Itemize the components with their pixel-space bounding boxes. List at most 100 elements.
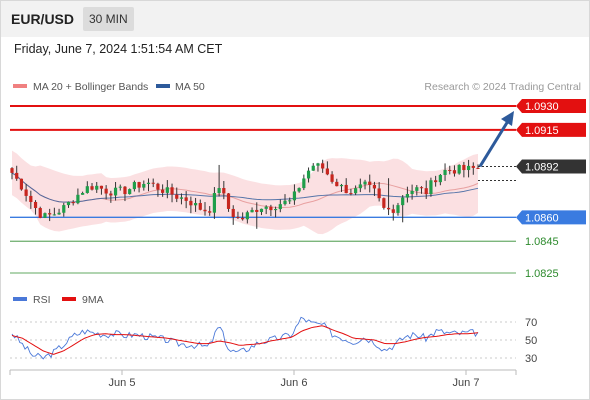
candle-body <box>161 189 165 193</box>
candle-body <box>222 188 226 194</box>
candle <box>283 194 287 206</box>
candle-body <box>113 187 118 196</box>
candle <box>193 197 198 212</box>
time-axis: Jun 5 Jun 6 Jun 7 <box>9 369 517 389</box>
candle <box>259 208 264 216</box>
candle <box>15 165 19 181</box>
candle-body <box>438 175 442 183</box>
candle-body <box>283 200 287 205</box>
candle <box>179 193 184 205</box>
candle-body <box>52 214 56 216</box>
bollinger-band-area <box>12 150 478 235</box>
candle <box>175 187 179 203</box>
chart-header: EUR/USD 30 MIN <box>1 1 589 37</box>
ma50-line <box>11 172 479 203</box>
candle <box>264 205 268 215</box>
candle <box>99 185 104 195</box>
candle-body <box>193 203 198 206</box>
candle-body <box>311 165 315 171</box>
candle <box>438 174 442 186</box>
candle <box>81 191 85 195</box>
candle-body <box>476 167 480 169</box>
candle <box>76 188 80 205</box>
level-tag-1.0930-bg <box>516 99 586 113</box>
price-tags: 1.0930 1.0915 1.0860 1.0845 1.0825 1.0892 <box>516 99 586 280</box>
candle-body <box>372 184 377 189</box>
candle <box>203 202 207 216</box>
candle-body <box>203 209 207 212</box>
candle <box>165 180 169 199</box>
candle <box>123 186 127 202</box>
candle-body <box>71 201 75 204</box>
candle <box>222 181 226 200</box>
current-price-tag-label: 1.0892 <box>525 161 559 173</box>
candle <box>419 186 424 194</box>
candle <box>128 188 132 195</box>
level-tag-1.0860: 1.0860 <box>516 210 586 225</box>
candle <box>212 187 217 219</box>
forecast-arrow-head <box>501 111 514 126</box>
candle-body <box>57 212 61 215</box>
candle <box>325 161 329 176</box>
candle <box>377 182 381 202</box>
candle <box>321 159 325 173</box>
candle-body <box>462 164 466 171</box>
candle-body <box>269 206 273 211</box>
candle-body <box>264 206 268 209</box>
candle-body <box>156 183 160 190</box>
candle <box>161 184 165 197</box>
candle <box>189 196 193 214</box>
candle <box>448 165 452 175</box>
time-label: Jun 6 <box>281 377 308 389</box>
candle <box>457 164 461 175</box>
candle-body <box>33 201 38 209</box>
candle <box>217 164 221 197</box>
candle-body <box>217 188 221 194</box>
candle <box>132 180 136 192</box>
candle-body <box>255 209 259 212</box>
candle-body <box>170 187 174 195</box>
candle-body <box>452 170 457 174</box>
candle-body <box>325 168 329 175</box>
candle <box>19 178 24 191</box>
candle-body <box>466 165 471 171</box>
candle-body <box>118 186 122 188</box>
candle <box>429 177 433 197</box>
candle-body <box>99 185 104 189</box>
candle-body <box>165 187 169 193</box>
candle-body <box>382 198 386 208</box>
candle <box>410 184 414 200</box>
candle-body <box>273 209 278 211</box>
candle-body <box>349 193 353 195</box>
candle-body <box>48 213 52 215</box>
rsi-line <box>11 316 479 360</box>
candle-body <box>292 191 297 201</box>
timeframe-badge[interactable]: 30 MIN <box>83 7 134 31</box>
candle <box>66 201 71 208</box>
rsi-ma9-line <box>11 325 479 355</box>
candle-body <box>62 205 66 213</box>
candle <box>434 175 438 187</box>
candle-body <box>212 193 217 213</box>
candle-body <box>123 186 127 195</box>
candle-body <box>354 188 358 194</box>
candle <box>424 180 428 199</box>
candle <box>405 186 409 203</box>
timestamp: Friday, June 7, 2024 1:51:54 AM CET <box>14 42 223 56</box>
candle-body <box>10 168 14 173</box>
candle-body <box>250 209 254 213</box>
level-tag-1.0825: 1.0825 <box>525 268 559 280</box>
candle-body <box>386 207 391 210</box>
candle-body <box>208 211 212 213</box>
candle <box>156 182 160 197</box>
credit-text: Research © 2024 Trading Central <box>424 81 581 93</box>
candle-body <box>128 189 132 195</box>
candle <box>113 181 118 201</box>
candle <box>85 181 89 194</box>
current-price-tag-bg <box>516 159 586 174</box>
current-price-tag: 1.0892 <box>516 159 586 174</box>
candle-body <box>405 194 409 198</box>
level-tag-1.0930: 1.0930 <box>516 99 586 113</box>
candle-body <box>231 208 235 217</box>
level-tag-1.0915-label: 1.0915 <box>525 125 559 137</box>
